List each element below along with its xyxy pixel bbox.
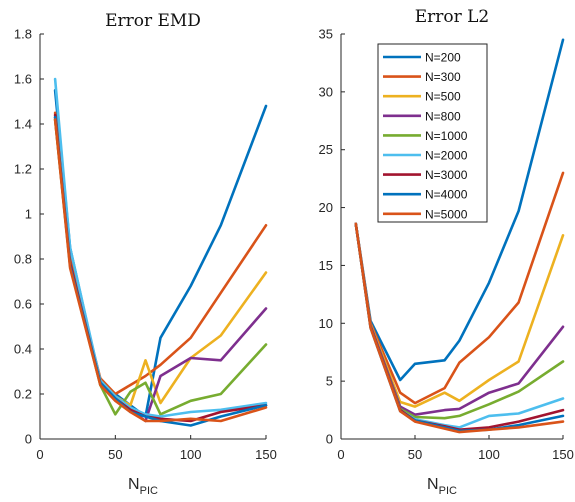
x-axis-label-subscript: PIC	[140, 485, 158, 497]
series-line-n-500	[53, 118, 268, 407]
series-line-n-5000	[354, 222, 565, 434]
y-tick-label: 1.2	[14, 162, 32, 177]
y-tick-label: 0.4	[14, 342, 32, 357]
legend-label: N=300	[425, 70, 461, 84]
series-group	[354, 38, 565, 434]
series-line-n-1000	[53, 118, 268, 416]
y-tick-label: 0.2	[14, 387, 32, 402]
x-axis-label-subscript: PIC	[439, 485, 457, 497]
series-group	[53, 77, 268, 427]
x-axis-label-main: N	[427, 476, 439, 493]
series-line-n-5000	[53, 118, 268, 423]
x-tick-label: 100	[180, 447, 202, 462]
legend-label: N=5000	[425, 207, 468, 221]
legend-label: N=3000	[425, 168, 468, 182]
y-tick-label: 20	[319, 200, 333, 215]
y-tick-label: 0.8	[14, 252, 32, 267]
series-line-n-300	[354, 171, 565, 405]
legend-label: N=2000	[425, 149, 468, 163]
x-axis-label-main: N	[128, 476, 140, 493]
legend-label: N=1000	[425, 129, 468, 143]
x-tick-label: 50	[408, 447, 422, 462]
series-line-n-200	[53, 89, 268, 418]
legend-label: N=200	[425, 51, 461, 65]
y-tick-label: 1.6	[14, 72, 32, 87]
series-line-n-500	[354, 222, 565, 408]
legend-label: N=4000	[425, 188, 468, 202]
y-tick-label: 0	[326, 432, 333, 447]
y-tick-label: 0	[25, 432, 32, 447]
y-tick-label: 30	[319, 84, 333, 99]
y-tick-label: 25	[319, 142, 333, 157]
chart-title: Error L2	[415, 7, 490, 27]
x-tick-label: 0	[337, 447, 344, 462]
chart-panel-1: Error EMD 0 0.2 0.4 0.6 0.8 1 1.2 1.4 1.6 1.8 0 50 10…	[14, 11, 277, 497]
x-axis-label: NPIC	[427, 476, 457, 497]
x-tick-label: 150	[552, 447, 574, 462]
y-tick-label: 0.6	[14, 297, 32, 312]
y-tick-label: 1.4	[14, 117, 32, 132]
x-tick-label: 100	[478, 447, 500, 462]
x-axis-label: NPIC	[128, 476, 158, 497]
y-tick-label: 35	[319, 27, 333, 42]
legend-label: N=500	[425, 90, 461, 104]
x-tick-label: 0	[36, 447, 43, 462]
series-line-n-2000	[53, 77, 268, 418]
series-line-n-800	[354, 222, 565, 417]
y-tick-label: 1	[25, 207, 32, 222]
y-tick-label: 15	[319, 258, 333, 273]
y-tick-label: 1.8	[14, 27, 32, 42]
legend: N=200 N=300 N=500 N=800 N=1000 N=2000 N=3000 N=…	[377, 43, 488, 223]
chart-panel-2: Error L2 0 5 10 15 20 25 30 35 0 50 100 150 NPIC N=200…	[319, 7, 574, 497]
chart-title: Error EMD	[105, 11, 201, 31]
series-line-n-300	[53, 111, 268, 396]
x-tick-label: 50	[108, 447, 122, 462]
y-tick-label: 10	[319, 316, 333, 331]
legend-box	[377, 43, 488, 223]
series-line-n-800	[53, 116, 268, 423]
legend-label: N=800	[425, 109, 461, 123]
series-line-n-200	[354, 38, 565, 382]
x-tick-label: 150	[255, 447, 277, 462]
y-tick-label: 5	[326, 374, 333, 389]
